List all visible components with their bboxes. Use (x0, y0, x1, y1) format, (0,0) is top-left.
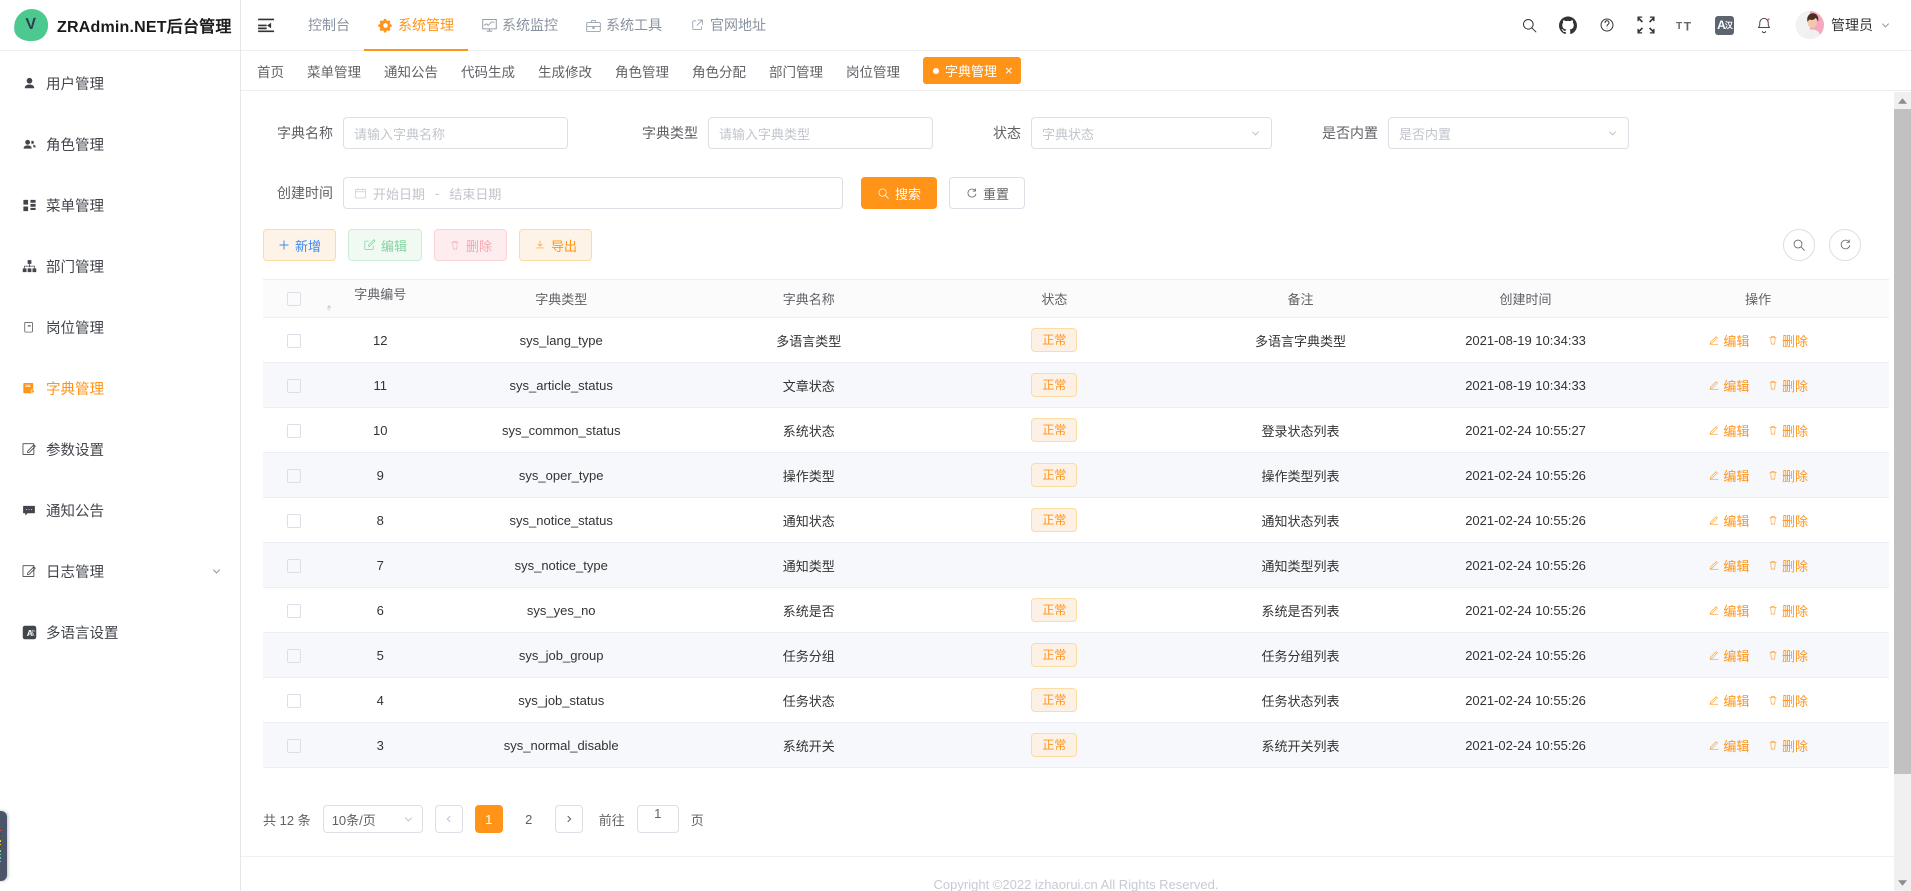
svg-text:T: T (1676, 21, 1683, 32)
svg-text:T: T (1684, 19, 1692, 33)
